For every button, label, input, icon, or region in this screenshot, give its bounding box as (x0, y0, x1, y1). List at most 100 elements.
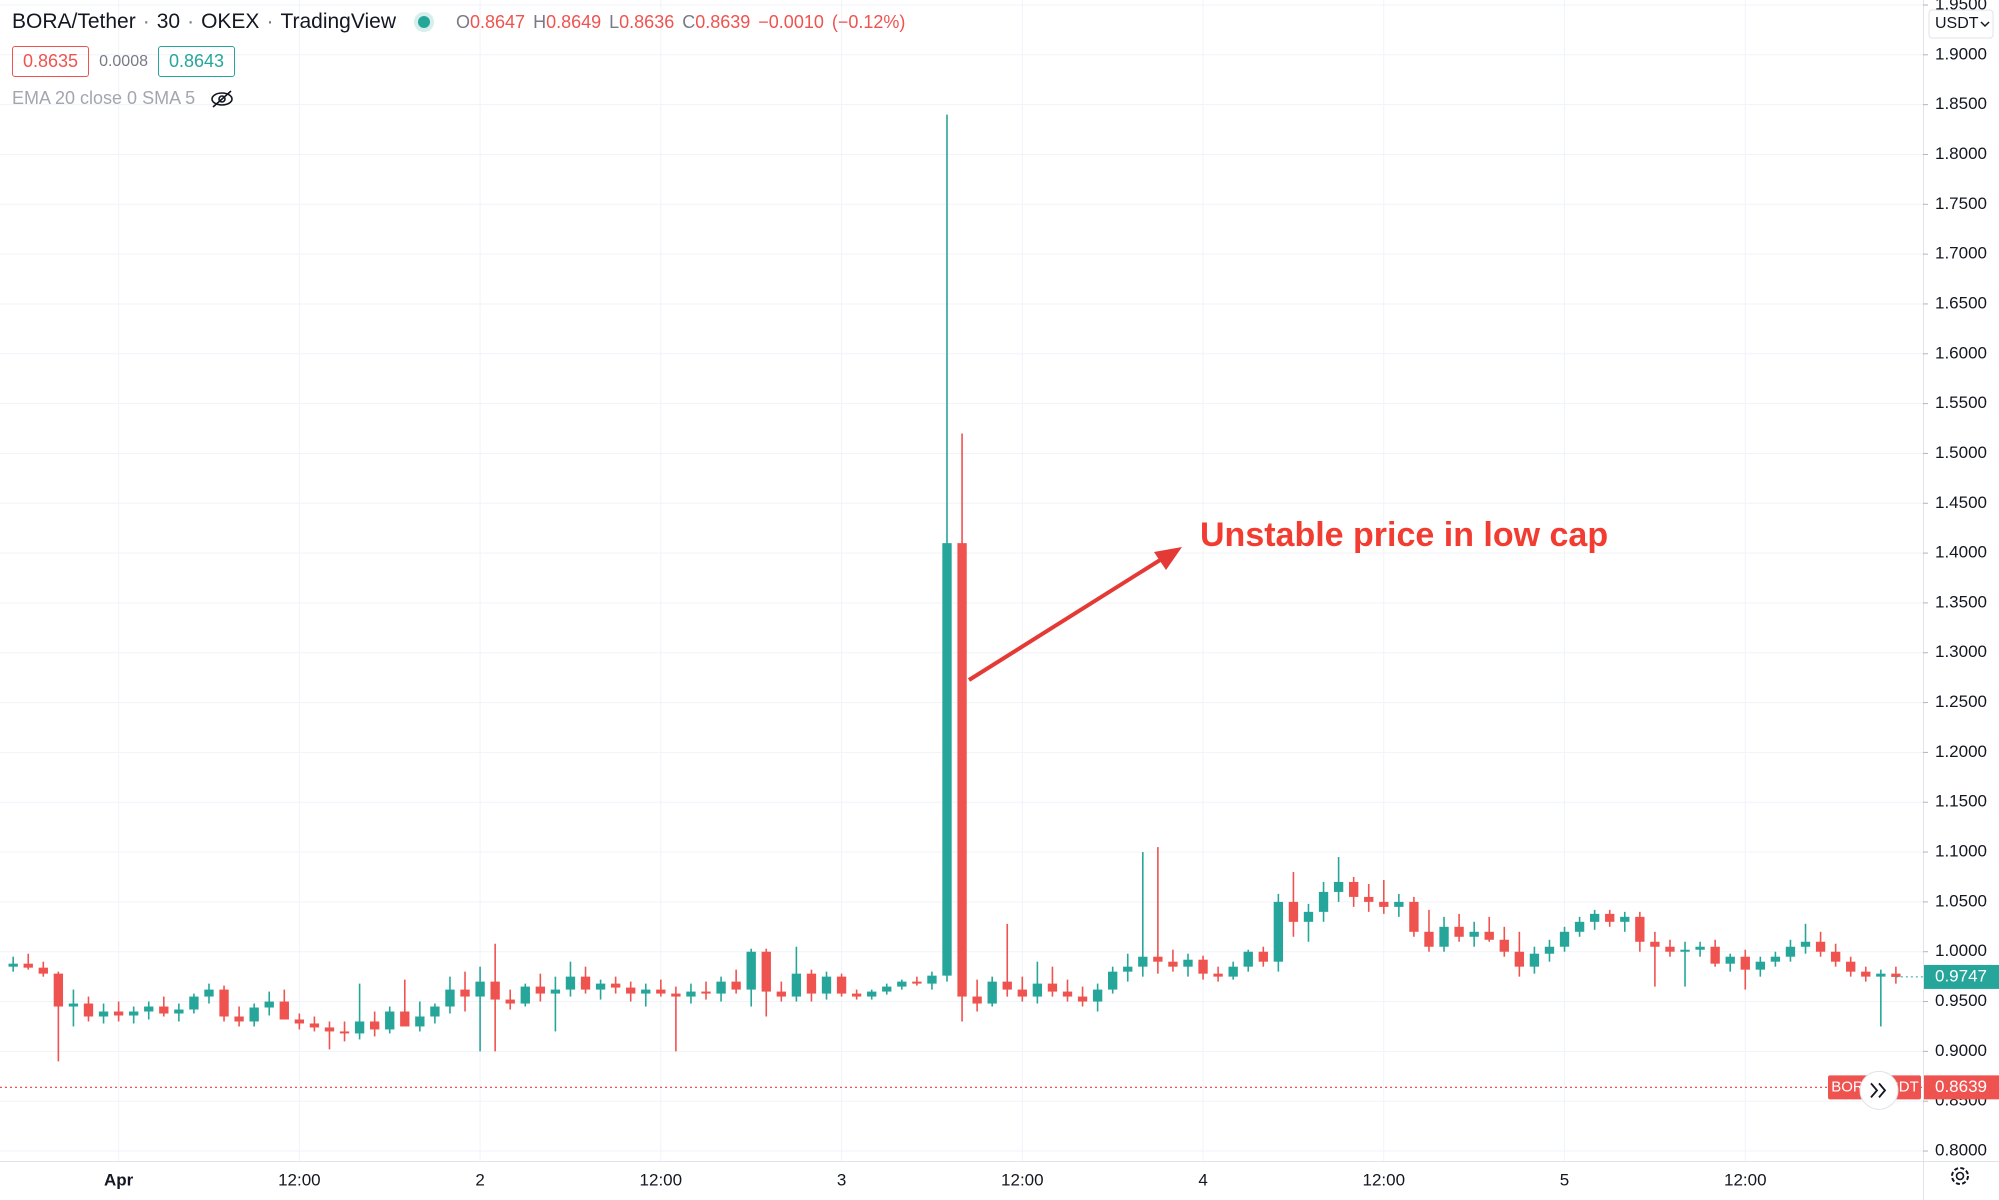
candle-body (294, 1019, 305, 1024)
candle-body (339, 1031, 350, 1034)
candle-body (1002, 981, 1012, 990)
candle-body (535, 986, 546, 994)
settings-button[interactable] (1951, 1167, 1969, 1185)
candle-body (1454, 926, 1464, 937)
ask-button[interactable]: 0.8643 (158, 46, 236, 77)
candle-body (1605, 913, 1615, 922)
scroll-icon (1870, 1082, 1887, 1098)
candle-body (445, 989, 455, 1007)
y-tick-label: 1.4500 (1935, 493, 1987, 512)
candle-body (1800, 941, 1811, 947)
candle-body (1861, 971, 1871, 977)
candle-body (1183, 959, 1193, 967)
ohlc-close: C0.8639 (682, 12, 750, 33)
candle-body (1198, 959, 1208, 974)
x-tick-label: 2 (475, 1170, 484, 1189)
currency-label: USDT (1935, 15, 1979, 32)
candle-body (1348, 881, 1359, 897)
candle-body (1364, 896, 1374, 902)
candle-body (219, 989, 229, 1017)
candle-body (1650, 941, 1660, 947)
annotation-arrowhead (1154, 547, 1182, 570)
currency-box[interactable] (1928, 9, 1994, 39)
price-axis (1923, 0, 1999, 1200)
candle-body (1740, 956, 1750, 970)
candle-body (595, 983, 606, 990)
x-tick-label: Apr (104, 1170, 134, 1189)
ohlc-value: 0.8639 (695, 11, 751, 32)
candle-body (686, 991, 696, 997)
candle-body (776, 991, 786, 997)
candle-body (806, 973, 817, 994)
scroll-button[interactable] (1859, 1070, 1899, 1110)
candle-body (1424, 931, 1434, 947)
candle-body (1635, 916, 1645, 942)
candle-body (1138, 956, 1148, 967)
candle-body (987, 981, 997, 1004)
indicator-label[interactable]: EMA 20 close 0 SMA 5 (12, 88, 196, 108)
candle-body (565, 976, 576, 990)
candle-body (927, 975, 937, 984)
annotation-arrow (967, 553, 1170, 682)
x-tick-label: 12:00 (1001, 1170, 1044, 1189)
candle-body (129, 1011, 139, 1016)
x-tick-label: 4 (1198, 1170, 1207, 1189)
candle-body (369, 1021, 380, 1030)
settings-hole (1955, 1171, 1965, 1181)
candle-body (1394, 901, 1404, 907)
x-tick-label: 12:00 (640, 1170, 683, 1189)
candle-body (626, 987, 636, 994)
status-dot (418, 16, 430, 28)
candle-body (1273, 901, 1284, 962)
candle-body (1665, 946, 1675, 952)
candle-body (8, 963, 18, 967)
bid-button[interactable]: 0.8635 (12, 46, 90, 77)
candle-body (610, 983, 621, 988)
y-tick-label: 1.6500 (1935, 293, 1987, 312)
candle-body (1228, 966, 1238, 977)
candle-body (1288, 901, 1299, 922)
candle-body (1830, 951, 1841, 962)
interval[interactable]: 30 (156, 10, 181, 33)
candle-body (159, 1006, 169, 1014)
y-tick-label: 1.1500 (1935, 792, 1987, 811)
candle-body (324, 1027, 335, 1032)
y-tick-label: 0.9000 (1935, 1041, 1987, 1060)
candle-body (1559, 931, 1570, 947)
candle-body (1710, 946, 1720, 964)
candle-body (912, 981, 922, 984)
y-tick-label: 1.5000 (1935, 443, 1987, 462)
candle-body (897, 981, 907, 987)
y-tick-label: 1.8000 (1935, 144, 1987, 163)
quote-row: 0.8635 0.0008 0.8643 (12, 46, 236, 77)
hide-icon[interactable] (209, 89, 235, 109)
candle-body (1153, 956, 1163, 962)
candle-body (249, 1007, 259, 1022)
candle-body (98, 1011, 109, 1017)
candle-body (1484, 931, 1494, 940)
x-tick-label: 12:00 (1724, 1170, 1767, 1189)
candle-body (1589, 913, 1600, 922)
candle-body (1108, 971, 1118, 990)
y-tick-label: 1.0000 (1935, 941, 1987, 960)
candle-body (671, 993, 681, 997)
candle-body (279, 1001, 289, 1020)
candle-body (731, 981, 741, 990)
candle-body (851, 993, 862, 997)
candle-body (430, 1006, 440, 1017)
candle-body (1439, 926, 1449, 947)
symbol-header: BORA/Tether · 30 · OKEX · TradingView O0.86… (12, 10, 906, 33)
candle-body (972, 996, 982, 1004)
candle-body (1469, 931, 1479, 937)
candle-body (460, 989, 470, 997)
candle-body (1258, 951, 1268, 962)
candle-body (1891, 973, 1901, 977)
candle-body (385, 1011, 395, 1030)
candle-body (1755, 961, 1766, 970)
symbol[interactable]: BORA/Tether (12, 10, 136, 33)
spread: 0.0008 (99, 52, 148, 70)
candle-body (716, 981, 726, 994)
candle-body (309, 1023, 320, 1028)
candle-body (791, 973, 802, 997)
candle-body (957, 543, 967, 997)
